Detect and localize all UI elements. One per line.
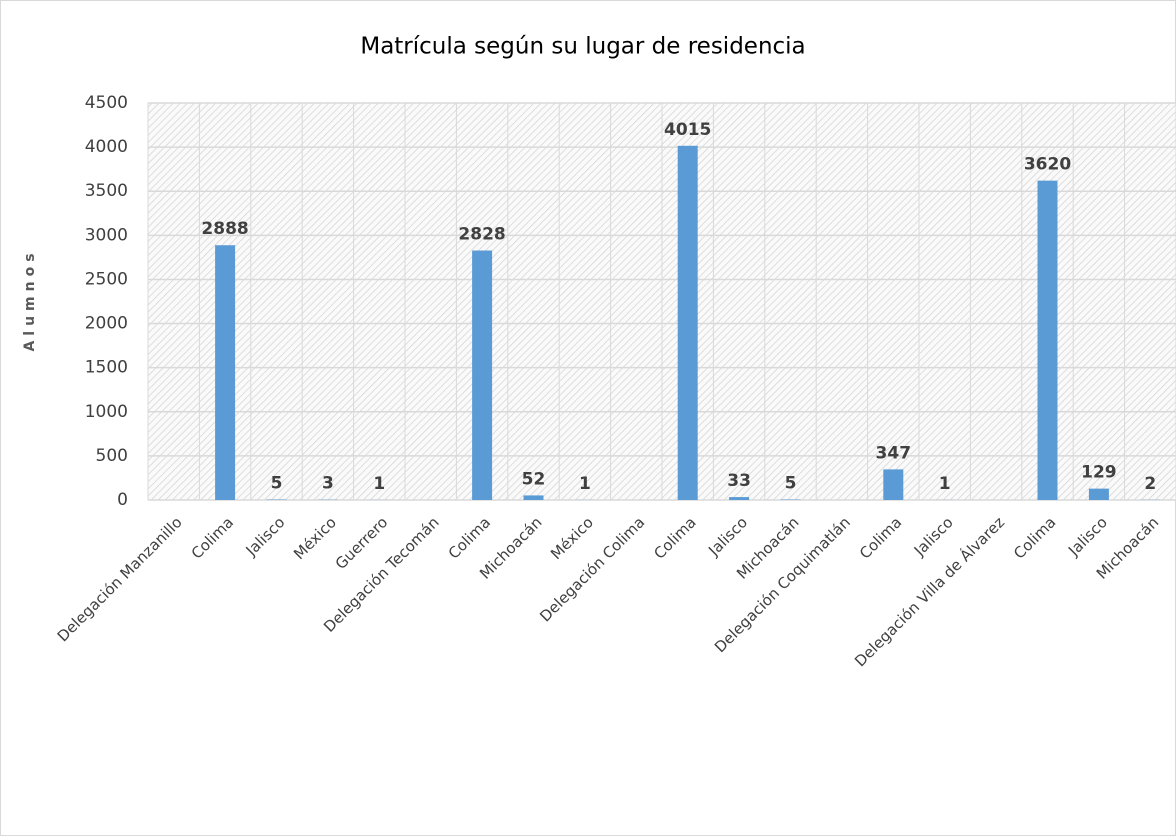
data-label: 3620 — [1024, 155, 1071, 175]
x-tick-label: Colima — [856, 513, 905, 562]
y-axis-label: Alumnos — [22, 248, 38, 351]
chart-title: Matrícula según su lugar de residencia — [360, 34, 805, 60]
data-label: 5 — [785, 474, 797, 494]
bar — [215, 245, 236, 500]
data-label: 3 — [322, 474, 334, 494]
data-label: 5 — [271, 474, 283, 494]
bar — [729, 497, 750, 500]
y-tick-label: 3000 — [85, 225, 128, 245]
x-tick-label: México — [547, 513, 597, 563]
x-tick-label: Delegación Manzanillo — [54, 513, 186, 645]
x-tick-label: Colima — [188, 513, 237, 562]
y-tick-label: 2500 — [85, 269, 128, 289]
y-tick-label: 500 — [96, 446, 128, 466]
x-tick-label: Colima — [445, 513, 494, 562]
y-tick-label: 3500 — [85, 181, 128, 201]
x-tick-label: México — [290, 513, 340, 563]
y-tick-label: 1000 — [85, 402, 128, 422]
bar — [523, 495, 544, 500]
y-tick-label: 4000 — [85, 137, 128, 157]
data-label: 2828 — [458, 225, 505, 245]
data-label: 1 — [579, 474, 591, 494]
x-tick-label: Colima — [650, 513, 699, 562]
x-tick-label: Jalisco — [1064, 513, 1111, 560]
y-tick-label: 0 — [117, 490, 128, 510]
x-tick-label: Jalisco — [910, 513, 957, 560]
y-tick-label: 1500 — [85, 358, 128, 378]
data-label: 4015 — [664, 120, 711, 140]
bar — [1088, 488, 1109, 500]
y-tick-label: 4500 — [85, 93, 128, 113]
bar — [472, 250, 493, 500]
x-tick-label: Jalisco — [242, 513, 289, 560]
x-tick-label: Jalisco — [704, 513, 751, 560]
data-label: 52 — [522, 469, 546, 489]
data-label: 1 — [939, 474, 951, 494]
bar — [1037, 180, 1058, 500]
data-label: 1 — [373, 474, 385, 494]
bar — [883, 469, 904, 500]
data-label: 2888 — [201, 219, 248, 239]
data-label: 2 — [1144, 474, 1156, 494]
bar — [677, 145, 698, 500]
y-tick-label: 2000 — [85, 314, 128, 334]
data-label: 347 — [876, 443, 912, 463]
data-label: 33 — [727, 471, 751, 491]
data-label: 129 — [1081, 463, 1117, 483]
x-tick-label: Colima — [1010, 513, 1059, 562]
